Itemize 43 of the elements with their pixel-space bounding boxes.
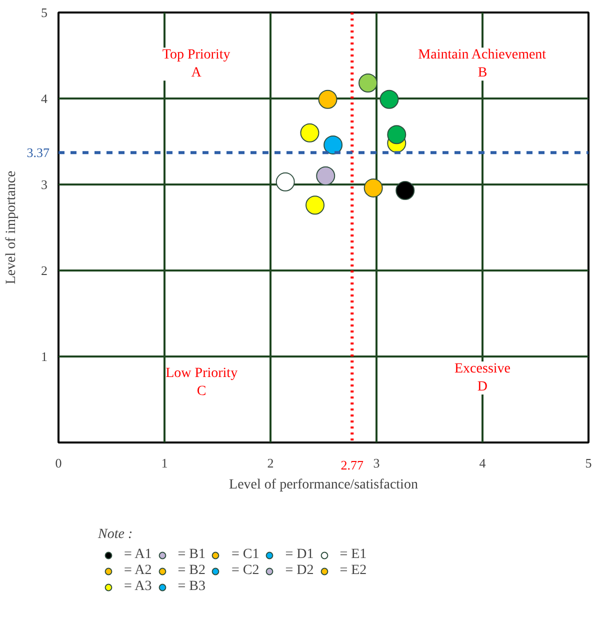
point: [300, 123, 320, 142]
y-tick-label: 3: [41, 177, 48, 192]
legend-label: = E2: [340, 563, 367, 579]
y-axis-title: Level of importance: [4, 170, 19, 284]
legend-label: = C1: [231, 547, 260, 563]
legend-label: = B1: [178, 547, 206, 563]
legend-label: = B2: [178, 563, 206, 579]
legend-label: = B3: [178, 579, 206, 595]
x-tick-label: 5: [585, 456, 592, 470]
legend-label: = C2: [231, 563, 260, 579]
ref-line-label: 3.37: [26, 145, 50, 160]
point: [318, 90, 338, 109]
point: [276, 172, 295, 192]
annotation: Excessive D: [454, 362, 510, 394]
point: [324, 135, 343, 154]
legend-label: = A3: [124, 579, 152, 595]
point: [316, 166, 336, 186]
legend-label: = A1: [124, 547, 152, 563]
point: [364, 178, 383, 198]
legend-label: = D1: [285, 547, 314, 563]
x-tick-label: 4: [479, 456, 486, 470]
annotation: Top Priority A: [162, 48, 230, 81]
point: [387, 125, 406, 144]
y-tick-label: 2: [41, 263, 48, 278]
annotation: Low Priority C: [166, 366, 238, 399]
point: [358, 74, 378, 92]
legend-label: = D2: [285, 563, 314, 579]
x-tick-label: 2: [267, 456, 274, 470]
x-tick-label: 1: [161, 456, 168, 470]
x-axis-title: Level of performance/satisfaction: [229, 478, 418, 492]
x-tick-label: 3: [373, 456, 380, 470]
y-tick-label: 5: [41, 5, 48, 20]
y-tick-label: 4: [41, 91, 48, 106]
point: [306, 196, 325, 215]
y-tick-label: 1: [41, 349, 48, 364]
point: [380, 90, 399, 109]
point: [396, 181, 415, 200]
annotation: Maintain Achievement B: [418, 48, 546, 81]
legend-title: Note :: [98, 527, 134, 543]
x-tick-label: 0: [55, 456, 62, 470]
ref-line-label: 2.77: [340, 458, 364, 472]
legend-label: = E1: [340, 547, 367, 563]
legend-label: = A2: [124, 563, 152, 579]
